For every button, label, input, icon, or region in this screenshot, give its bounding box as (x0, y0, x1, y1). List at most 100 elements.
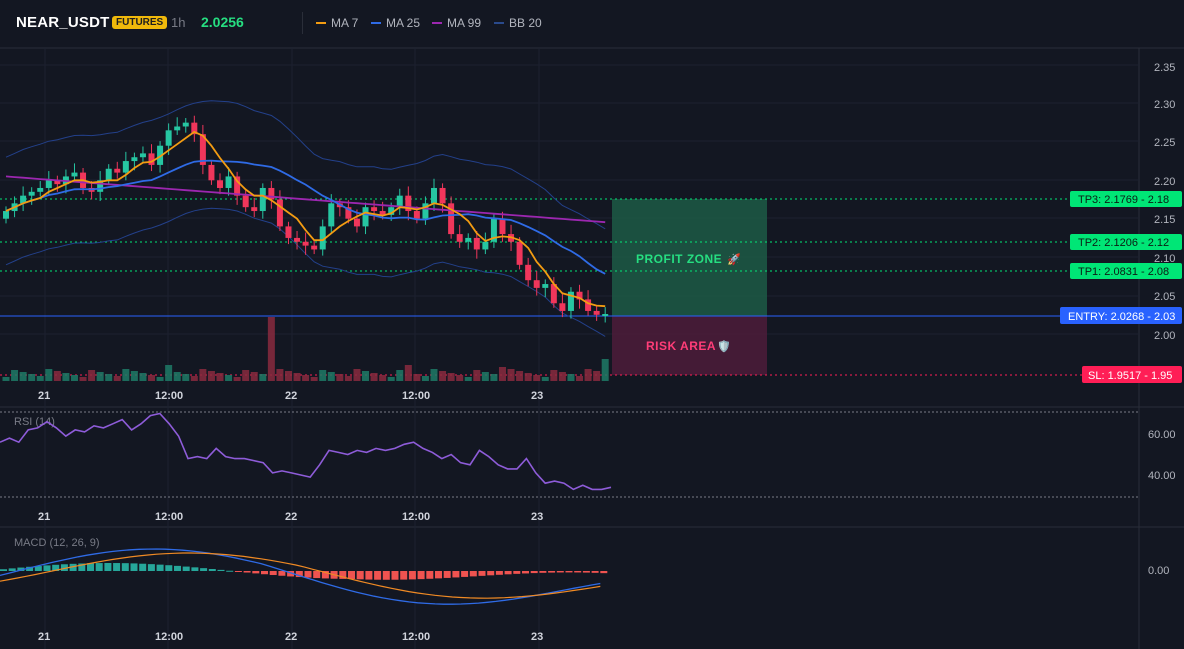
volume-bar (456, 375, 464, 381)
legend-ma7[interactable]: MA 7 (316, 16, 358, 30)
time-label: 12:00 (402, 631, 430, 643)
price-tick: 2.25 (1154, 137, 1175, 149)
time-label: 12:00 (155, 511, 183, 523)
macd-hist-bar (139, 563, 147, 571)
macd-hist-bar (78, 563, 86, 571)
candle-body (431, 187, 437, 204)
volume-bar (88, 370, 96, 381)
candle-body (157, 145, 164, 165)
legend-ma25-label: MA 25 (386, 16, 421, 30)
candle-body (345, 207, 352, 219)
volume-bar (259, 374, 267, 381)
profit-zone-label: PROFIT ZONE (636, 252, 722, 266)
volume-bar (558, 372, 566, 381)
candle-body (37, 187, 44, 192)
legend-ma99[interactable]: MA 99 (432, 16, 481, 30)
sl-label[interactable]: SL: 1.9517 - 1.95 (1082, 366, 1182, 383)
time-label: 21 (38, 390, 50, 402)
macd-signal-line (0, 552, 601, 599)
tp2-label[interactable]: TP2: 2.1206 - 2.12 (1070, 234, 1182, 250)
macd-hist-bar (130, 563, 138, 571)
volume-bar (430, 369, 438, 381)
macd-hist-bar (321, 571, 329, 579)
volume-bar (584, 369, 592, 381)
macd-hist-bar (348, 571, 355, 579)
candle-body (139, 153, 146, 158)
candle-body (311, 245, 318, 250)
legend-bb20[interactable]: BB 20 (494, 16, 542, 30)
macd-hist-bar (426, 571, 434, 579)
macd-hist-bar (522, 571, 529, 574)
candle-body (131, 157, 138, 162)
bb20-swatch (494, 22, 504, 24)
tp1-label[interactable]: TP1: 2.0831 - 2.08 (1070, 263, 1182, 279)
macd-hist-bar (461, 571, 469, 577)
time-label: 22 (285, 631, 297, 643)
price-axis[interactable]: 2.35 2.30 2.25 2.20 2.15 2.10 2.05 2.00 (1154, 62, 1175, 342)
candle-body (225, 176, 232, 188)
ma99-line (5, 175, 606, 224)
volume-bar (130, 371, 138, 381)
macd-hist-bar (43, 565, 51, 571)
ma25-swatch (371, 22, 381, 24)
macd-hist-bar (95, 563, 103, 571)
candle-body (362, 207, 369, 227)
volume-bar (79, 377, 87, 381)
time-label: 21 (38, 511, 50, 523)
macd-hist-bar (0, 569, 7, 571)
volume-bar (105, 374, 113, 381)
macd-hist-bar (356, 571, 364, 580)
last-price: 2.0256 (201, 14, 244, 30)
time-label: 21 (38, 631, 50, 643)
volume-bar (2, 377, 10, 381)
legend-ma25[interactable]: MA 25 (371, 16, 420, 30)
macd-hist-bar (87, 563, 94, 571)
macd-hist-bar (478, 571, 486, 576)
interval-selector[interactable]: 1h (171, 15, 186, 30)
candle-body (396, 195, 403, 208)
entry-label[interactable]: ENTRY: 2.0268 - 2.03 (1060, 307, 1182, 324)
price-tick: 2.05 (1154, 291, 1175, 303)
candle-body (28, 191, 35, 196)
macd-hist-bar (121, 563, 129, 571)
volume-bar (96, 372, 104, 381)
grid (0, 48, 1139, 649)
volume-bar (447, 373, 455, 381)
tp3-label[interactable]: TP3: 2.1769 - 2.18 (1070, 191, 1182, 207)
volume-bar (225, 375, 233, 381)
macd-hist-bar (261, 571, 268, 575)
macd-hist-bar (530, 571, 538, 574)
price-tick: 2.20 (1154, 176, 1175, 188)
macd-hist-bar (60, 564, 68, 571)
macd-hist-bar (156, 564, 164, 571)
macd-hist-bar (565, 571, 573, 573)
time-label: 23 (531, 390, 543, 402)
candle-body (3, 211, 9, 219)
time-axis-main[interactable]: 21 12:00 22 12:00 23 (38, 390, 543, 402)
symbol-name[interactable]: NEAR_USDT (16, 14, 110, 31)
macd-hist-bar (269, 571, 277, 576)
volume-bar (541, 377, 549, 381)
volume-bar (362, 371, 370, 381)
shield-icon: 🛡️ (717, 340, 731, 353)
candle-body (294, 237, 301, 242)
time-label: 12:00 (402, 511, 430, 523)
header-divider (302, 12, 303, 34)
legend-ma7-label: MA 7 (331, 16, 359, 30)
rsi-axis: 60.00 40.00 (1148, 429, 1176, 482)
volume-bar (413, 374, 421, 381)
macd-hist-bar (391, 571, 399, 580)
volume-bar (45, 369, 53, 381)
candle-body (148, 153, 155, 165)
candle-body (45, 180, 52, 188)
futures-badge: FUTURES (112, 16, 168, 29)
volume-bar (593, 371, 601, 381)
rsi-pane-label: RSI (14) (14, 416, 55, 428)
candle-body (302, 241, 309, 246)
ma99-swatch (432, 22, 442, 24)
volume-bar (379, 375, 387, 381)
rsi-tick: 40.00 (1148, 470, 1176, 482)
bb-upper (5, 100, 606, 230)
candlesticks (3, 115, 609, 323)
